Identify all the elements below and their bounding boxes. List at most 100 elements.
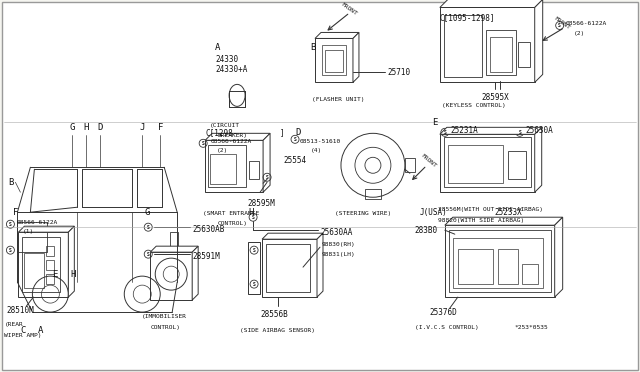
Polygon shape [534,127,541,192]
Text: (4): (4) [311,148,323,153]
Bar [46,260,54,270]
Polygon shape [440,0,543,7]
Text: D: D [98,123,103,132]
Text: 08566-6122A: 08566-6122A [210,139,252,144]
Text: A: A [37,326,43,334]
Bar [449,230,550,292]
Text: 25233X: 25233X [495,208,522,217]
Polygon shape [19,226,74,232]
Text: 25710: 25710 [388,68,411,77]
Polygon shape [555,217,563,297]
Text: S: S [147,251,150,257]
Bar [205,140,263,192]
Text: 98830(RH): 98830(RH) [322,242,356,247]
Text: H: H [84,123,89,132]
Text: 24330+A: 24330+A [215,65,248,74]
Bar [440,134,534,192]
Bar [17,222,47,252]
Bar [266,244,310,292]
Text: WIPER AMP): WIPER AMP) [4,333,42,337]
Text: S: S [294,137,296,142]
Bar [518,42,530,67]
Bar [46,246,54,256]
Text: (SIDE AIRBAG SENSOR): (SIDE AIRBAG SENSOR) [240,328,315,333]
Bar [490,38,512,73]
Polygon shape [440,127,541,134]
Text: CONTROL): CONTROL) [217,221,247,226]
Text: 08513-51610: 08513-51610 [300,139,341,144]
Text: (2): (2) [573,31,585,36]
Text: S: S [444,130,446,135]
Bar [444,137,531,187]
Polygon shape [68,226,74,297]
Text: 08566-6122A: 08566-6122A [17,220,58,225]
Bar [458,249,493,284]
Text: D: D [295,128,300,137]
Polygon shape [205,133,270,140]
Bar [405,158,415,172]
Text: S: S [253,282,255,286]
Text: S: S [518,130,521,135]
Polygon shape [263,133,270,192]
Text: S: S [252,215,255,220]
Bar [365,189,381,199]
Text: A: A [215,43,221,52]
Text: 25554: 25554 [283,156,306,165]
Text: (REAR: (REAR [4,321,23,327]
Bar [315,38,353,82]
Polygon shape [353,32,359,82]
Text: J(USA): J(USA) [420,208,447,217]
Bar [262,239,317,297]
Text: 98820(WITH SIDE AIRBAG): 98820(WITH SIDE AIRBAG) [438,218,524,223]
Text: S: S [202,141,205,146]
Text: B: B [8,178,14,187]
Text: E: E [432,118,437,127]
Polygon shape [192,246,198,300]
Text: FRONT: FRONT [553,16,571,31]
Text: CONTROL): CONTROL) [150,324,180,330]
Text: 28510M: 28510M [6,305,34,315]
Bar [22,237,60,292]
Text: (1): (1) [22,229,34,234]
Bar [522,264,538,284]
Text: G: G [70,123,75,132]
Bar [444,16,482,77]
Text: BREAKER): BREAKER) [217,133,247,138]
Bar [249,161,259,179]
Text: 25630AB: 25630AB [192,225,225,234]
Text: 08566-6122A: 08566-6122A [566,21,607,26]
Text: FRONT: FRONT [420,153,438,169]
Bar [46,274,54,284]
Bar [322,45,346,76]
Polygon shape [262,233,323,239]
Text: 25376D: 25376D [430,308,458,317]
Bar [445,225,555,297]
Text: 98831(LH): 98831(LH) [322,251,356,257]
Text: 283B0: 283B0 [415,226,438,235]
Bar [448,145,503,183]
Bar [170,232,178,252]
Text: C[1298-: C[1298- [205,128,237,137]
Text: (FLASHER UNIT): (FLASHER UNIT) [312,97,365,102]
Bar [440,7,534,82]
Text: 24330: 24330 [215,55,238,64]
Text: 28591M: 28591M [192,251,220,261]
Bar [248,242,260,294]
Bar [508,151,525,179]
Text: F: F [13,208,19,217]
Bar [229,92,245,108]
Text: (SMART ENTRANCE: (SMART ENTRANCE [203,211,259,216]
Text: S: S [9,248,12,253]
Text: S: S [253,248,255,253]
Text: (KEYLESS CONTROL): (KEYLESS CONTROL) [442,103,506,108]
Polygon shape [445,217,563,225]
Text: 25630AA: 25630AA [320,228,353,237]
Text: S: S [9,222,12,227]
Text: 28595M: 28595M [247,199,275,208]
Text: 25231A: 25231A [451,126,479,135]
Text: C[1095-1298]: C[1095-1298] [440,13,495,22]
Polygon shape [150,246,198,252]
Bar [486,31,516,76]
Bar [19,232,68,297]
Text: FRONT: FRONT [340,2,358,17]
